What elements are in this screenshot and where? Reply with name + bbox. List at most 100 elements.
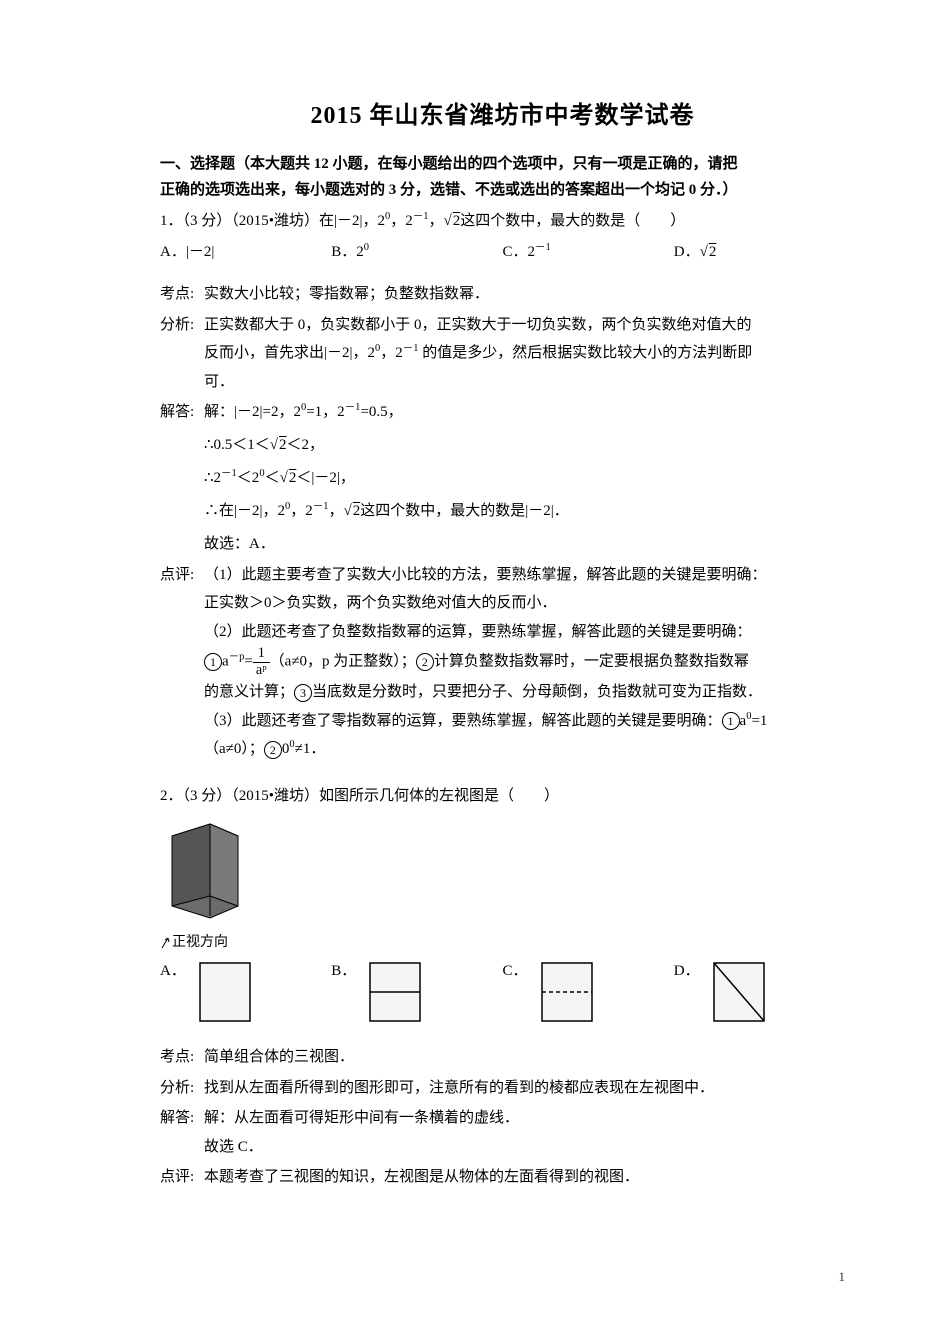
q2-jieda: 解答: 解：从左面看可得矩形中间有一条横着的虚线． 故选 C．: [160, 1104, 845, 1161]
q1-optD-sqrt: 2: [708, 244, 717, 260]
section-line-1: 一、选择题（本大题共 12 小题，在每小题给出的四个选项中，只有一项是正确的，请…: [160, 156, 738, 172]
circled-2-icon: 2: [416, 653, 434, 671]
section-line-2: 正确的选项选出来，每小题选对的 3 分，选错、不选或选出的答案超出一个均记 0 …: [160, 182, 738, 198]
q2-optD-label: D．: [674, 957, 700, 980]
q1-optA-text: A．|－2|: [160, 244, 214, 260]
page: 2015 年山东省潍坊市中考数学试卷 一、选择题（本大题共 12 小题，在每小题…: [0, 0, 945, 1337]
q1-fx-l1: 正实数都大于 0，负实数都小于 0，正实数大于一切负实数，两个负实数绝对值大的: [204, 317, 752, 333]
q1-option-a: A．|－2|: [160, 238, 331, 267]
q1-stem-b: ，2: [390, 213, 413, 229]
q1-jd-l1c: =0.5，: [360, 404, 402, 420]
circled-2b-icon: 2: [264, 741, 282, 759]
q1-m1a: ∴0.5＜1＜: [204, 437, 270, 453]
q1-stem: 1．（3 分）（2015•潍坊）在|－2|，20，2－1，2这四个数中，最大的数…: [160, 207, 845, 236]
arrow-icon: [160, 936, 172, 950]
jieda-label: 解答:: [160, 398, 204, 427]
fenxi-label: 分析:: [160, 311, 204, 397]
sqrt-icon: [700, 244, 708, 260]
circled-1b-icon: 1: [722, 712, 740, 730]
q1-dp-l4c: （a≠0，p 为正整数）；: [270, 654, 416, 670]
sqrt-icon: [270, 437, 278, 453]
q2-kaodian-body: 简单组合体的三视图．: [204, 1043, 845, 1072]
q2-figure-label: 正视方向: [160, 931, 845, 951]
q1-dp-l6c: =1: [751, 713, 767, 729]
q1-fx-l2a: 反而小，首先求出|－2|，2: [204, 345, 375, 361]
q1-m2s1: －1: [221, 468, 237, 479]
kaodian-label: 考点:: [160, 280, 204, 309]
q1-option-c: C．2－1: [503, 238, 674, 267]
q2-optC-label: C．: [503, 957, 528, 980]
circled-1-icon: 1: [204, 653, 222, 671]
q2-stem: 2．（3 分）（2015•潍坊）如图所示几何体的左视图是（ ）: [160, 782, 845, 811]
q1-fenxi: 分析: 正实数都大于 0，负实数都小于 0，正实数大于一切负实数，两个负实数绝对…: [160, 311, 845, 397]
q1-stem-sqrt: 2: [452, 213, 461, 229]
q1-dp-l5a: 的意义计算；: [204, 684, 294, 700]
page-number: 1: [839, 1269, 846, 1285]
q2-fenxi-label: 分析:: [160, 1074, 204, 1103]
q2-fenxi-body: 找到从左面看所得到的图形即可，注意所有的看到的棱都应表现在左视图中．: [204, 1074, 845, 1103]
q2-optA-label: A．: [160, 957, 186, 980]
q1-optB-sup: 0: [364, 242, 369, 253]
q2-jieda-body: 解：从左面看可得矩形中间有一条横着的虚线． 故选 C．: [204, 1104, 845, 1161]
q1-option-b: B．20: [331, 238, 502, 267]
q2-kaodian: 考点: 简单组合体的三视图．: [160, 1043, 845, 1072]
q2-fenxi: 分析: 找到从左面看所得到的图形即可，注意所有的看到的棱都应表现在左视图中．: [160, 1074, 845, 1103]
q1-dianping: 点评: （1）此题主要考查了实数大小比较的方法，要熟练掌握，解答此题的关键是要明…: [160, 561, 845, 764]
q2-kaodian-label: 考点:: [160, 1043, 204, 1072]
q2-optB-label: B．: [331, 957, 356, 980]
q1-stem-d: 这四个数中，最大的数是（ ）: [460, 213, 685, 229]
q1-dp-l5b: 当底数是分数时，只要把分子、分母颠倒，负指数就可变为正指数．: [312, 684, 762, 700]
q1-option-d: D． 2: [674, 238, 845, 267]
q2-options: A． B． C． D．: [160, 957, 845, 1027]
q2-dianping-body: 本题考查了三视图的知识，左视图是从物体的左面看得到的视图．: [204, 1163, 845, 1192]
q1-m1sqrt: 2: [278, 437, 287, 453]
q2-fig-label-text: 正视方向: [172, 935, 228, 950]
q1-jd-l1b: =1，2: [306, 404, 344, 420]
q1-optC-sup: －1: [535, 242, 551, 253]
q2-dianping-label: 点评:: [160, 1163, 204, 1192]
q1-dp-l2: 正实数＞0＞负实数，两个负实数绝对值大的反而小．: [204, 595, 557, 611]
q1-m3a: ∴在|－2|，2: [204, 503, 285, 519]
q1-m3sqrt: 2: [352, 503, 361, 519]
q1-dp-l4d: 计算负整数指数幂时，一定要根据负整数指数幂: [434, 654, 749, 670]
q2-jd-l2: 故选 C．: [204, 1139, 263, 1155]
q1-fx-l2s2: －1: [403, 343, 419, 354]
q1-m2d: ＜|－2|，: [296, 470, 355, 486]
sqrt-icon: [280, 470, 288, 486]
section-heading: 一、选择题（本大题共 12 小题，在每小题给出的四个选项中，只有一项是正确的，请…: [160, 152, 845, 203]
fenxi-body: 正实数都大于 0，负实数都小于 0，正实数大于一切负实数，两个负实数绝对值大的 …: [204, 311, 845, 397]
q2-optC-icon: [534, 957, 604, 1027]
dianping-label: 点评:: [160, 561, 204, 764]
sqrt-icon: [444, 213, 452, 229]
solid-3d-icon: [160, 816, 250, 926]
q2-option-a: A．: [160, 957, 331, 1027]
q1-math-4: 故选：A．: [160, 528, 845, 561]
q2-dianping: 点评: 本题考查了三视图的知识，左视图是从物体的左面看得到的视图．: [160, 1163, 845, 1192]
q1-options: A．|－2| B．20 C．2－1 D． 2: [160, 238, 845, 267]
q2-figure: 正视方向: [160, 816, 845, 951]
dianping-body: （1）此题主要考查了实数大小比较的方法，要熟练掌握，解答此题的关键是要明确： 正…: [204, 561, 845, 764]
q1-stem-c: ，: [429, 213, 444, 229]
q1-dp-l6a: （3）此题还考查了零指数幂的运算，要熟练掌握，解答此题的关键是要明确：: [204, 713, 722, 729]
q1-math-2: ∴2－1＜20＜2＜|－2|，: [160, 462, 845, 495]
q1-dp-l4b: =: [244, 654, 252, 670]
q1-m3d: 这四个数中，最大的数是|－2|．: [360, 503, 569, 519]
page-title: 2015 年山东省潍坊市中考数学试卷: [160, 95, 845, 130]
q1-jd-l1s2: －1: [345, 402, 361, 413]
q2-option-d: D．: [674, 957, 845, 1027]
q2-jieda-label: 解答:: [160, 1104, 204, 1161]
q1-m1b: ＜2，: [287, 437, 325, 453]
q1-stem-a: 1．（3 分）（2015•潍坊）在|－2|，2: [160, 213, 385, 229]
q1-dp-l4sup: －p: [229, 652, 245, 663]
q1-m2b: ＜2: [237, 470, 260, 486]
q1-m3c: ，: [329, 503, 344, 519]
q2-jd-l1: 解：从左面看可得矩形中间有一条横着的虚线．: [204, 1110, 519, 1126]
q2-optA-icon: [192, 957, 262, 1027]
q1-math-1: ∴0.5＜1＜ 2＜2，: [160, 429, 845, 462]
q1-m3s2: －1: [313, 501, 329, 512]
q1-fx-l2b: ，2: [380, 345, 403, 361]
q1-dp-l7c: ≠1．: [295, 741, 326, 757]
q1-optD-text: D．: [674, 244, 700, 260]
q1-stem-sup2: －1: [413, 211, 429, 222]
q1-m3b: ，2: [290, 503, 313, 519]
